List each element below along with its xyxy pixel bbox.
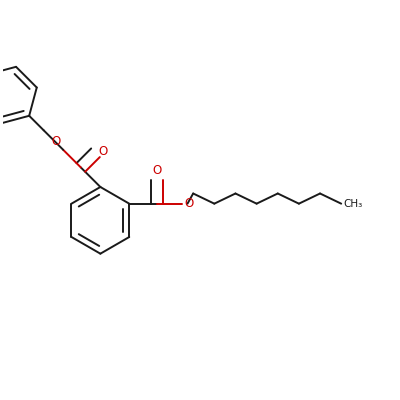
Text: O: O bbox=[184, 197, 194, 210]
Text: O: O bbox=[152, 164, 162, 177]
Text: O: O bbox=[52, 135, 61, 148]
Text: CH₃: CH₃ bbox=[344, 199, 363, 209]
Text: O: O bbox=[99, 145, 108, 158]
